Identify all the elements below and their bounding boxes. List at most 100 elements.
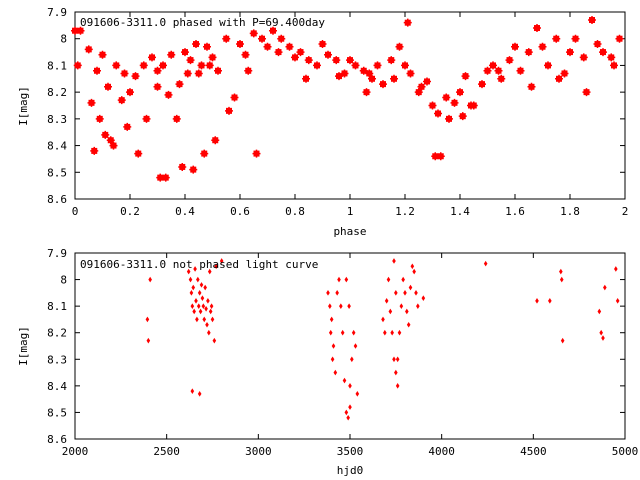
phased-data-point	[362, 88, 371, 97]
unphased-y-tick-label: 7.9	[47, 247, 67, 260]
phased-axis-ticks: 0 0.2 0.4 0.6 0.8 1 1.2 1.4 1.6 1.8 2 7.9 8 8.1 8.2 8.3…	[47, 6, 628, 218]
unphased-x-tick-label: 4500	[520, 445, 547, 458]
phased-data-point	[172, 114, 181, 123]
unphased-data-point	[204, 306, 208, 312]
unphased-data-point	[390, 329, 394, 336]
unphased-axis-ticks: 2000 2500 3000 3500 4000 4500 5000 7.9 8 8.1 8.2 8.…	[47, 247, 638, 458]
phased-data-point	[274, 48, 283, 57]
unphased-data-point	[548, 298, 552, 304]
unphased-data-point	[197, 391, 202, 397]
unphased-data-point	[412, 268, 416, 275]
unphased-data-point	[416, 303, 420, 309]
phased-data-point	[183, 69, 192, 78]
phased-data-point	[436, 152, 445, 161]
phased-data-point	[324, 50, 332, 59]
phased-data-point	[178, 162, 187, 171]
phased-data-point	[478, 80, 486, 89]
phased-data-point	[291, 53, 299, 62]
phased-data-point	[139, 61, 148, 70]
phased-data-point	[90, 146, 99, 155]
phased-data-point	[109, 141, 118, 150]
unphased-data-point	[219, 258, 224, 264]
phased-data-point	[153, 82, 162, 91]
phased-data-point	[406, 69, 415, 78]
phased-data-point	[123, 122, 132, 131]
unphased-data-points	[145, 258, 620, 421]
phased-data-point	[450, 98, 459, 107]
unphased-data-point	[196, 303, 201, 309]
unphased-x-tick-label: 3500	[337, 445, 364, 458]
unphased-data-point	[397, 329, 402, 336]
phased-data-points	[71, 16, 624, 182]
phased-data-point	[164, 90, 173, 99]
unphased-data-point	[344, 276, 349, 283]
phased-data-point	[181, 48, 189, 57]
unphased-data-point	[392, 356, 396, 363]
phased-data-point	[189, 165, 198, 174]
phased-data-point	[615, 34, 624, 43]
phased-data-point	[445, 114, 453, 123]
phased-data-point	[175, 80, 184, 89]
phased-data-point	[120, 69, 129, 78]
phased-data-point	[112, 61, 121, 70]
phased-data-point	[599, 48, 607, 57]
phased-data-point	[161, 173, 170, 182]
phased-plot-frame	[74, 11, 626, 200]
phased-data-point	[497, 74, 506, 83]
phased-chart-title: 091606-3311.0 phased with P=69.400day	[80, 16, 325, 29]
phased-y-tick-label: 8.4	[47, 140, 67, 153]
unphased-data-point	[559, 268, 563, 275]
phased-data-point	[538, 42, 547, 51]
phased-data-point	[588, 16, 596, 25]
phased-data-point	[194, 69, 203, 78]
phased-data-point	[87, 98, 96, 107]
unphased-data-point	[331, 343, 336, 349]
unphased-chart-title: 091606-3311.0 not phased light curve	[80, 258, 318, 271]
unphased-data-point	[326, 290, 330, 296]
unphased-data-point	[392, 258, 396, 264]
phased-data-point	[511, 42, 519, 51]
unphased-x-tick-label: 2000	[62, 445, 89, 458]
phased-data-point	[593, 40, 602, 49]
unphased-data-point	[383, 329, 387, 336]
unphased-chart: 2000 2500 3000 3500 4000 4500 5000 7.9 8 8.1 8.2 8.…	[17, 247, 638, 477]
unphased-data-point	[214, 263, 218, 270]
unphased-data-point	[209, 303, 214, 309]
unphased-data-point	[401, 276, 405, 283]
phased-data-point	[134, 149, 143, 158]
unphased-data-point	[348, 383, 352, 389]
phased-x-tick-label: 0.8	[285, 205, 305, 218]
phased-data-point	[148, 53, 156, 62]
phased-data-point	[277, 34, 286, 43]
unphased-data-point	[198, 308, 203, 315]
unphased-data-point	[614, 266, 618, 272]
phased-data-point	[258, 34, 266, 43]
phased-data-point	[544, 61, 552, 70]
unphased-data-point	[615, 298, 620, 304]
unphased-data-point	[337, 276, 341, 283]
unphased-data-point	[599, 329, 603, 336]
phased-data-point	[167, 50, 176, 59]
unphased-data-point	[394, 369, 398, 376]
unphased-data-point	[193, 266, 197, 272]
unphased-y-tick-label: 8.5	[47, 406, 67, 419]
phased-data-point	[579, 53, 588, 62]
phased-data-point	[607, 53, 616, 62]
phased-data-point	[351, 61, 360, 70]
phased-data-point	[417, 82, 426, 91]
unphased-data-point	[406, 321, 411, 328]
phased-data-point	[390, 74, 398, 83]
unphased-data-point	[395, 383, 400, 389]
unphased-data-point	[483, 260, 488, 267]
unphased-data-point	[194, 298, 198, 304]
unphased-data-point	[346, 414, 350, 421]
phased-x-tick-label: 1	[347, 205, 354, 218]
unphased-data-point	[202, 316, 207, 323]
phased-data-point	[566, 48, 574, 57]
unphased-data-point	[208, 308, 213, 315]
phased-data-point	[387, 56, 396, 65]
phased-data-point	[95, 114, 104, 123]
unphased-data-point	[197, 290, 202, 296]
unphased-data-point	[212, 337, 217, 344]
